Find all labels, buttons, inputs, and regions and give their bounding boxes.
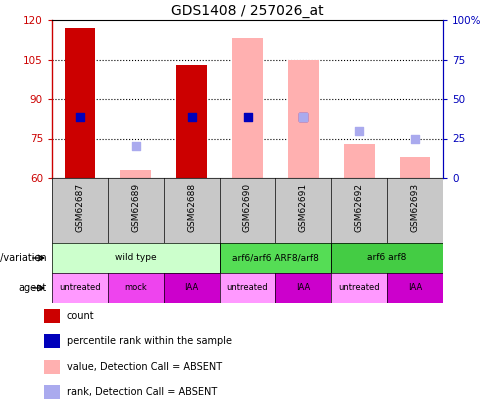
Text: GSM62693: GSM62693 [410, 183, 420, 232]
Point [355, 127, 363, 134]
Bar [275, 273, 331, 303]
Point [244, 114, 251, 121]
Text: GSM62687: GSM62687 [76, 183, 84, 232]
Bar [331, 178, 387, 243]
Point [188, 114, 196, 121]
Bar [44, 360, 60, 374]
Bar [52, 178, 108, 243]
Text: GSM62689: GSM62689 [131, 183, 140, 232]
Text: percentile rank within the sample: percentile rank within the sample [67, 336, 232, 346]
Bar [400, 157, 430, 178]
Bar [64, 28, 95, 178]
Bar [344, 144, 375, 178]
Bar [163, 178, 220, 243]
Point [300, 114, 307, 121]
Bar [52, 273, 108, 303]
Text: genotype/variation: genotype/variation [0, 253, 47, 263]
Bar [108, 273, 163, 303]
Text: untreated: untreated [338, 284, 380, 292]
Text: IAA: IAA [296, 284, 310, 292]
Bar [44, 385, 60, 399]
Bar [220, 243, 331, 273]
Text: untreated: untreated [59, 284, 101, 292]
Text: GSM62688: GSM62688 [187, 183, 196, 232]
Text: untreated: untreated [227, 284, 268, 292]
Text: rank, Detection Call = ABSENT: rank, Detection Call = ABSENT [67, 387, 217, 397]
Bar [44, 309, 60, 323]
Bar [220, 273, 275, 303]
Bar [220, 178, 275, 243]
Bar [52, 243, 220, 273]
Bar [232, 38, 263, 178]
Point [300, 114, 307, 121]
Text: GSM62690: GSM62690 [243, 183, 252, 232]
Bar [275, 178, 331, 243]
Text: GSM62691: GSM62691 [299, 183, 308, 232]
Bar [387, 178, 443, 243]
Bar [331, 273, 387, 303]
Text: arf6/arf6 ARF8/arf8: arf6/arf6 ARF8/arf8 [232, 254, 319, 262]
Text: IAA: IAA [184, 284, 199, 292]
Text: GSM62692: GSM62692 [355, 183, 364, 232]
Point [132, 143, 140, 149]
Title: GDS1408 / 257026_at: GDS1408 / 257026_at [171, 4, 324, 17]
Bar [176, 65, 207, 178]
Text: wild type: wild type [115, 254, 157, 262]
Text: agent: agent [19, 283, 47, 293]
Text: mock: mock [124, 284, 147, 292]
Bar [387, 273, 443, 303]
Point [76, 114, 84, 121]
Bar [108, 178, 163, 243]
Text: IAA: IAA [408, 284, 422, 292]
Text: count: count [67, 311, 95, 321]
Point [411, 135, 419, 142]
Text: value, Detection Call = ABSENT: value, Detection Call = ABSENT [67, 362, 222, 372]
Bar [121, 170, 151, 178]
Bar [44, 334, 60, 348]
Text: arf6 arf8: arf6 arf8 [367, 254, 407, 262]
Bar [288, 60, 319, 178]
Bar [163, 273, 220, 303]
Bar [331, 243, 443, 273]
